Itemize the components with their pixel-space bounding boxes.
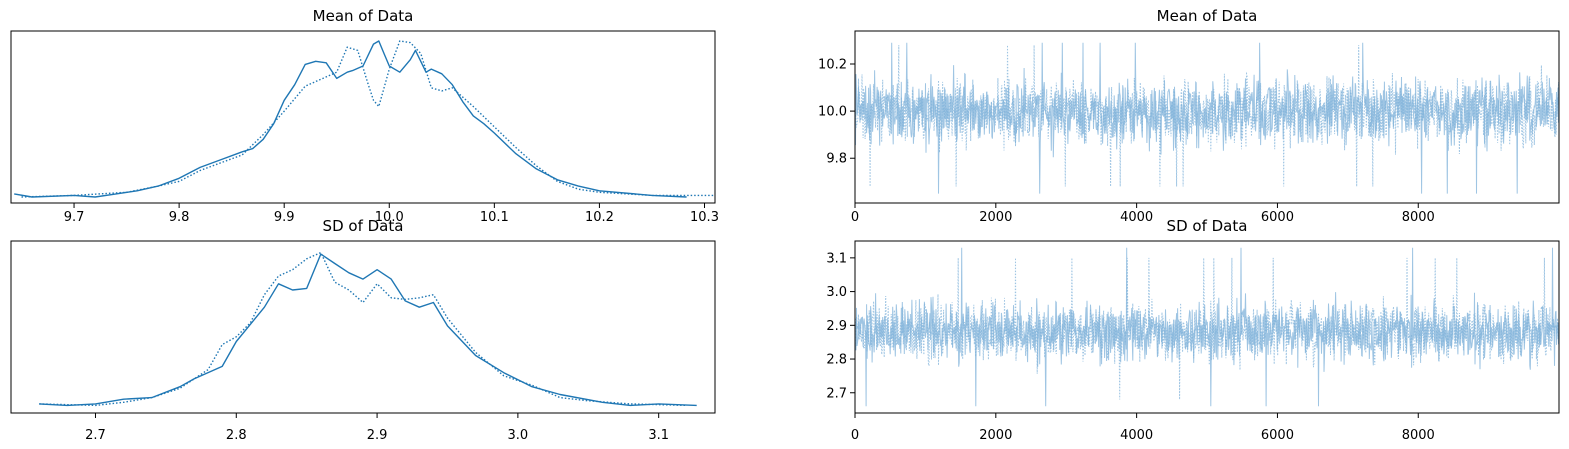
panel-title: SD of Data: [1167, 217, 1248, 235]
panel-title: SD of Data: [323, 217, 404, 235]
plot-area: [14, 40, 715, 198]
kde-line-solid: [39, 253, 697, 407]
axes-frame: [854, 30, 1560, 204]
panel-title: Mean of Data: [1157, 7, 1258, 25]
x-tick-label: 6000: [1261, 428, 1294, 443]
x-tick-label: 10.0: [375, 210, 404, 225]
trace-line-solid: [855, 247, 1559, 407]
y-tick-label: 10.2: [818, 57, 847, 72]
y-tick-label: 3.0: [826, 285, 847, 300]
x-tick-label: 9.8: [169, 210, 190, 225]
axes-frame: [10, 30, 716, 204]
plot-area: [855, 42, 1559, 194]
x-tick-label: 9.9: [274, 210, 295, 225]
x-tick-label: 2.9: [367, 428, 388, 443]
panel-0: Mean of Data 9.7 9.8 9.9 10.0 10.1 10.2 10.3: [10, 7, 719, 225]
x-tick-label: 2000: [979, 428, 1012, 443]
x-tick-label: 8000: [1402, 210, 1435, 225]
kde-line-solid: [14, 40, 687, 198]
x-tick-label: 10.1: [480, 210, 509, 225]
x-tick-label: 0: [851, 428, 859, 443]
panel-title: Mean of Data: [313, 7, 414, 25]
x-tick-label: 2.7: [85, 428, 106, 443]
y-tick-label: 9.8: [826, 152, 847, 167]
trace-line-dotted: [855, 45, 1559, 187]
trace-line-dotted: [855, 257, 1559, 400]
plot-area: [39, 251, 697, 407]
x-tick-label: 10.2: [585, 210, 614, 225]
x-tick-label: 4000: [1120, 210, 1153, 225]
axes-frame: [854, 240, 1560, 414]
y-tick-label: 3.1: [826, 251, 847, 266]
x-tick-label: 4000: [1120, 428, 1153, 443]
x-tick-label: 2.8: [226, 428, 247, 443]
panel-3: SD of Data 2.7 2.8 2.9 3.0 3.1 0 2000 4000 6000 80…: [826, 217, 1560, 443]
axes-frame: [10, 240, 716, 414]
x-tick-label: 2000: [979, 210, 1012, 225]
x-tick-label: 3.0: [508, 428, 529, 443]
kde-line-dotted: [21, 40, 715, 198]
x-tick-label: 6000: [1261, 210, 1294, 225]
panel-1: Mean of Data 9.8 10.0 10.2 0 2000 4000 6000 8000: [818, 7, 1560, 225]
y-tick-label: 2.9: [826, 319, 847, 334]
y-tick-label: 2.8: [826, 353, 847, 368]
y-tick-label: 2.7: [826, 386, 847, 401]
y-tick-label: 10.0: [818, 105, 847, 120]
x-tick-label: 8000: [1402, 428, 1435, 443]
x-tick-label: 10.3: [690, 210, 719, 225]
plot-area: [855, 247, 1559, 407]
x-tick-label: 0: [851, 210, 859, 225]
kde-line-dotted: [39, 251, 687, 407]
x-tick-label: 3.1: [648, 428, 669, 443]
x-tick-label: 9.7: [64, 210, 85, 225]
panel-2: SD of Data 2.7 2.8 2.9 3.0 3.1: [10, 217, 716, 443]
